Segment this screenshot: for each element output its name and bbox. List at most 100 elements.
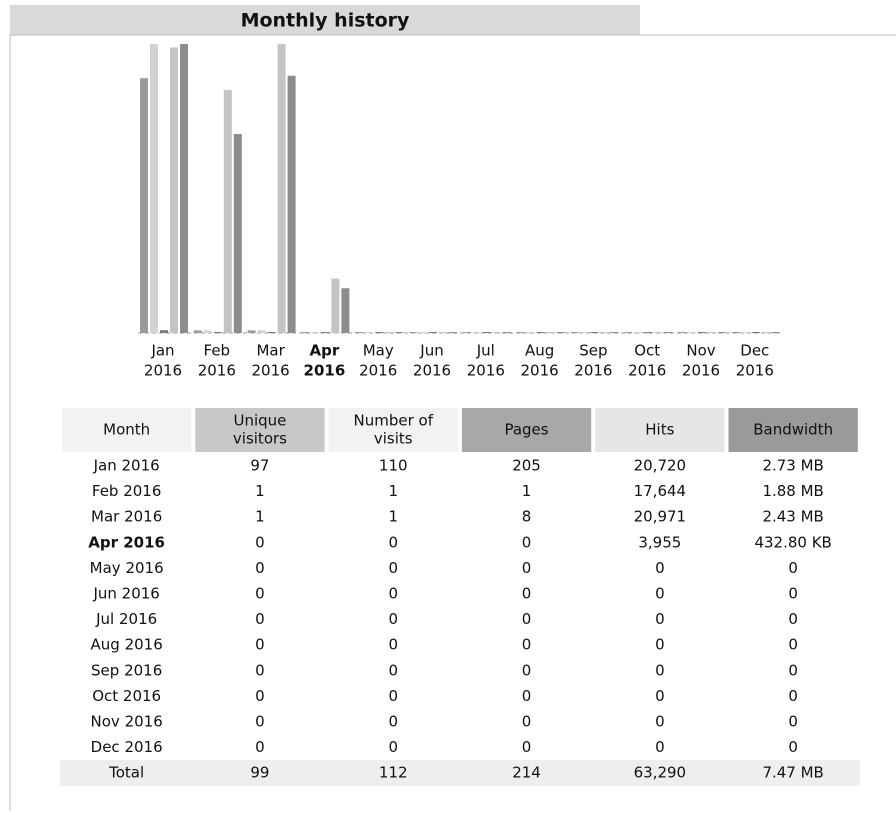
cell: 0 xyxy=(655,585,665,603)
cell: 0 xyxy=(655,687,665,705)
bar xyxy=(600,332,609,333)
cell: 99 xyxy=(250,764,269,782)
cell: 0 xyxy=(522,687,532,705)
bar xyxy=(160,330,168,333)
month-label: Jan xyxy=(150,342,174,360)
cell: 0 xyxy=(655,636,665,654)
cell: 1.88 MB xyxy=(762,482,823,500)
bar xyxy=(301,332,310,333)
bar xyxy=(502,332,511,333)
bar xyxy=(482,332,491,333)
month-label: 2016 xyxy=(574,362,612,380)
bar xyxy=(624,332,633,333)
cell: 17,644 xyxy=(634,482,687,500)
month-label: 2016 xyxy=(252,362,290,380)
header-cell xyxy=(328,408,458,452)
cell: 0 xyxy=(388,585,398,603)
cell: 1 xyxy=(255,482,265,500)
bar xyxy=(664,332,673,333)
bar xyxy=(277,44,286,333)
bar xyxy=(526,332,535,333)
header-label: visits xyxy=(374,430,413,448)
bar xyxy=(751,332,760,333)
bar xyxy=(233,133,242,333)
cell: 0 xyxy=(388,533,398,551)
cell: 0 xyxy=(522,559,532,577)
bar xyxy=(634,332,643,333)
cell: Jan 2016 xyxy=(93,457,160,475)
bar xyxy=(385,332,394,333)
month-label: 2016 xyxy=(682,362,720,380)
cell: 1 xyxy=(388,508,398,526)
bar xyxy=(570,332,579,333)
header-label: Pages xyxy=(504,421,548,439)
cell: Apr 2016 xyxy=(88,533,165,551)
cell: 1 xyxy=(255,508,265,526)
cell: 0 xyxy=(788,559,798,577)
cell: 0 xyxy=(255,585,265,603)
bar xyxy=(688,332,696,333)
cell: Jul 2016 xyxy=(95,610,157,628)
bar xyxy=(311,332,320,333)
header-cell xyxy=(728,408,858,452)
month-label: May xyxy=(363,342,394,360)
cell: Aug 2016 xyxy=(91,636,163,654)
cell: 0 xyxy=(255,559,265,577)
cell: 0 xyxy=(522,713,532,731)
bar xyxy=(193,330,202,333)
header-label: Month xyxy=(103,421,150,439)
cell: May 2016 xyxy=(90,559,164,577)
cell: 432.80 KB xyxy=(754,533,831,551)
month-label: 2016 xyxy=(144,362,182,380)
bar xyxy=(257,330,266,333)
cell: 0 xyxy=(655,713,665,731)
cell: Oct 2016 xyxy=(92,687,161,705)
bar xyxy=(731,332,740,333)
header-cell xyxy=(595,408,725,452)
bar xyxy=(267,332,276,333)
bar xyxy=(449,332,457,333)
bar xyxy=(365,332,374,333)
bar xyxy=(654,332,663,333)
month-label: Dec xyxy=(740,342,769,360)
bar xyxy=(580,332,589,333)
cell: 0 xyxy=(522,533,532,551)
month-label: 2016 xyxy=(736,362,774,380)
cell: 0 xyxy=(388,661,398,679)
bar xyxy=(761,332,770,333)
cell: 3,955 xyxy=(638,533,681,551)
bar xyxy=(341,288,350,333)
month-label: Apr xyxy=(310,342,340,360)
header-cell xyxy=(62,408,192,452)
bar xyxy=(718,332,726,333)
cell: 20,971 xyxy=(634,508,687,526)
cell: 0 xyxy=(388,687,398,705)
cell: 0 xyxy=(388,738,398,756)
month-label: 2016 xyxy=(413,362,451,380)
cell: 1 xyxy=(522,482,532,500)
cell: Sep 2016 xyxy=(91,661,162,679)
bar xyxy=(516,332,525,333)
cell: 20,720 xyxy=(634,457,687,475)
header-label: visitors xyxy=(233,430,287,448)
cell: 0 xyxy=(655,610,665,628)
cell: 0 xyxy=(255,533,265,551)
bar xyxy=(536,332,545,333)
header-bar xyxy=(10,5,640,35)
month-label: 2016 xyxy=(628,362,666,380)
cell: 205 xyxy=(512,457,541,475)
month-label: 2016 xyxy=(198,362,236,380)
cell: 0 xyxy=(788,661,798,679)
bar xyxy=(419,332,427,333)
cell: 63,290 xyxy=(634,764,687,782)
bar xyxy=(223,89,232,333)
bar xyxy=(644,332,653,333)
bar xyxy=(375,332,384,333)
cell: 97 xyxy=(250,457,269,475)
cell: Feb 2016 xyxy=(92,482,162,500)
cell: Mar 2016 xyxy=(91,508,162,526)
bar xyxy=(610,332,619,333)
bar xyxy=(180,44,188,333)
cell: 0 xyxy=(522,636,532,654)
